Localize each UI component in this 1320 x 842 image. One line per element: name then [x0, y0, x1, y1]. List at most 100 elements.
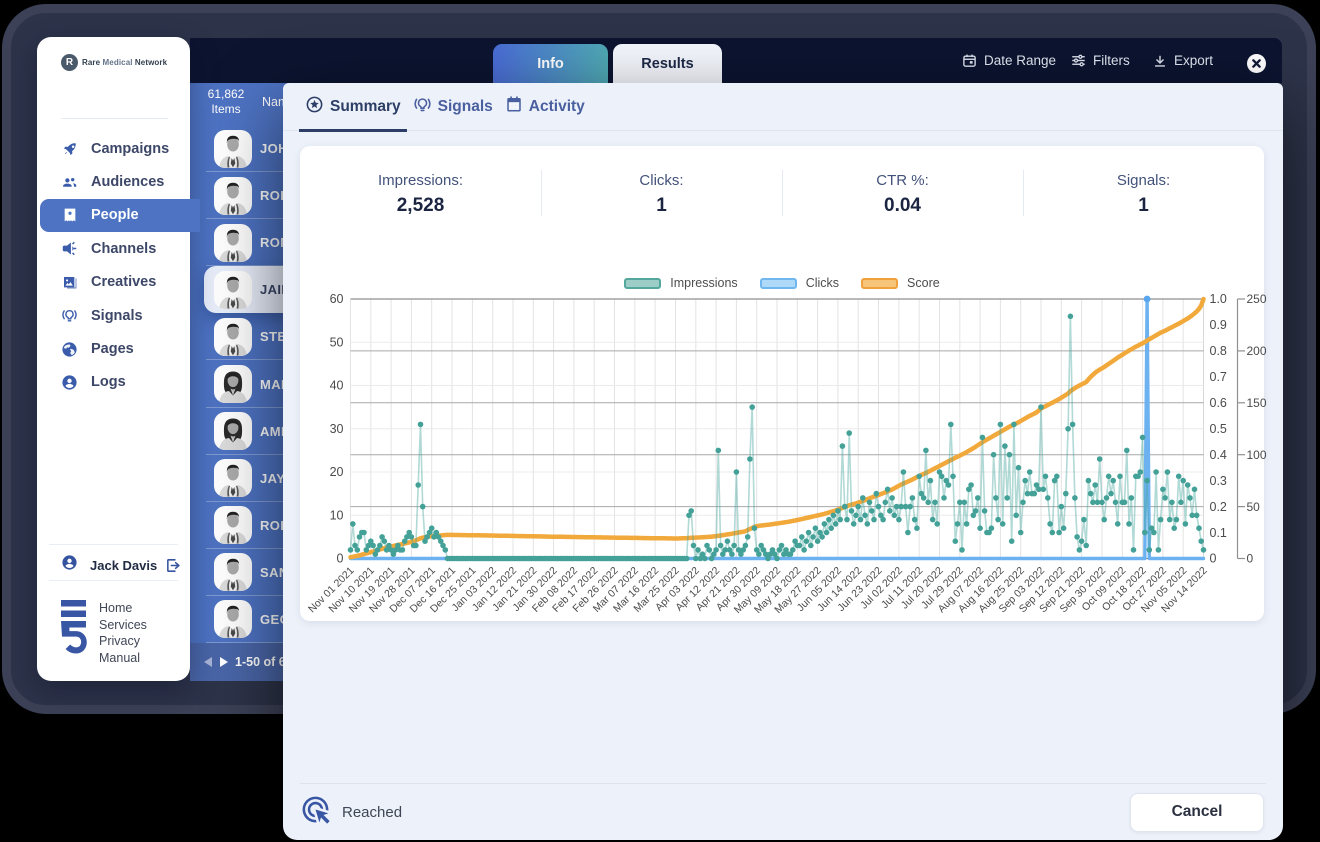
- divider: [206, 171, 300, 173]
- svg-text:0.3: 0.3: [1210, 474, 1227, 488]
- sidebar-item-signals[interactable]: Signals: [37, 299, 190, 332]
- divider: [206, 406, 300, 408]
- svg-text:0.6: 0.6: [1210, 396, 1227, 410]
- brand-name: Rare Medical Network: [82, 58, 168, 67]
- filters-button[interactable]: Filters: [1071, 38, 1130, 83]
- sidebar: R Rare Medical Network Campaigns Audience…: [37, 37, 200, 681]
- sidebar-item-people[interactable]: People: [40, 198, 200, 233]
- avatar: [214, 506, 252, 545]
- chart-legend: Impressions Clicks Score: [300, 276, 1264, 290]
- svg-text:0.9: 0.9: [1210, 318, 1227, 332]
- divider: [300, 783, 1266, 784]
- avatar: [214, 553, 252, 592]
- svg-text:200: 200: [1247, 344, 1267, 358]
- svg-text:40: 40: [330, 379, 344, 393]
- svg-text:0.8: 0.8: [1210, 344, 1227, 358]
- logout-button[interactable]: [165, 557, 182, 574]
- tab-info[interactable]: Info: [493, 44, 608, 83]
- stat-signals: Signals: 1: [1023, 170, 1264, 217]
- divider: [49, 580, 178, 581]
- svg-text:0: 0: [1247, 552, 1254, 566]
- divider: [206, 359, 300, 361]
- brand: R Rare Medical Network: [61, 54, 167, 71]
- sliders-icon: [1071, 53, 1086, 68]
- reached-label: Reached: [342, 803, 403, 821]
- sidebar-item-audiences[interactable]: Audiences: [37, 165, 190, 198]
- bulb-icon: [61, 306, 78, 325]
- contact-card-icon: [61, 207, 78, 223]
- star-circle-icon: [305, 95, 324, 119]
- sidebar-item-creatives[interactable]: Creatives: [37, 266, 190, 299]
- five-logo-icon: [61, 600, 87, 666]
- legend-swatch: [624, 277, 662, 289]
- svg-text:30: 30: [330, 422, 344, 436]
- svg-text:10: 10: [330, 509, 344, 523]
- sidebar-item-pages[interactable]: Pages: [37, 332, 190, 365]
- sidebar-item-channels[interactable]: Channels: [37, 232, 190, 265]
- stat-clicks: Clicks: 1: [541, 170, 782, 217]
- download-icon: [1153, 54, 1167, 68]
- next-page-arrow[interactable]: [220, 657, 228, 667]
- stats-row: Impressions: 2,528 Clicks: 1 CTR %: 0.04 Signa…: [300, 170, 1264, 217]
- list-item[interactable]: JOHN: [190, 125, 300, 173]
- tab-summary[interactable]: Summary: [299, 83, 407, 132]
- svg-text:250: 250: [1247, 292, 1267, 306]
- avatar: [214, 459, 252, 498]
- modal-tabs: Summary Signals Activity: [283, 83, 1283, 132]
- account-icon: [61, 554, 78, 576]
- sidebar-item-campaigns[interactable]: Campaigns: [37, 132, 190, 165]
- close-icon: [1252, 55, 1261, 73]
- summary-card: Impressions: 2,528 Clicks: 1 CTR %: 0.04 Signa…: [300, 146, 1267, 621]
- reached-status: Reached: [300, 794, 1130, 830]
- footer-link-home[interactable]: Home: [99, 601, 133, 615]
- svg-text:0: 0: [1210, 552, 1217, 566]
- user-row: Jack Davis: [61, 550, 180, 580]
- footer-link-services[interactable]: Services: [99, 617, 147, 632]
- divider: [61, 118, 168, 119]
- avatar: [214, 129, 252, 168]
- svg-text:1.0: 1.0: [1210, 292, 1227, 306]
- tab-results[interactable]: Results: [613, 44, 722, 83]
- items-count: 61,862 Items: [207, 87, 245, 116]
- footer-link-privacy[interactable]: Privacy: [99, 634, 140, 648]
- tab-signals[interactable]: Signals: [407, 83, 499, 131]
- group-icon: [61, 174, 78, 191]
- avatar: [214, 317, 252, 356]
- footer-block: Home Services Privacy Manual: [61, 600, 147, 666]
- globe-icon: [61, 341, 78, 358]
- divider: [206, 218, 300, 220]
- divider: [49, 544, 178, 545]
- avatar: [214, 176, 252, 215]
- svg-text:0.4: 0.4: [1210, 448, 1227, 462]
- calendar-grid-icon: [505, 95, 523, 118]
- divider: [206, 453, 300, 455]
- megaphone-icon: [61, 240, 78, 257]
- modal-header-bar: Info Results Date Range Filters Export: [190, 38, 1282, 83]
- rocket-icon: [61, 141, 78, 157]
- cancel-button[interactable]: Cancel: [1130, 792, 1264, 832]
- avatar: [214, 412, 252, 451]
- svg-text:0.1: 0.1: [1210, 526, 1227, 540]
- brand-logo-icon: R: [61, 54, 78, 71]
- divider: [206, 265, 300, 267]
- user-name: Jack Davis: [90, 557, 158, 573]
- list-item[interactable]: ROBE: [190, 502, 300, 549]
- sidebar-item-logs[interactable]: Logs: [37, 366, 190, 399]
- date-range-button[interactable]: Date Range: [962, 38, 1056, 83]
- avatar: [214, 223, 252, 262]
- legend-item-clicks: Clicks: [759, 276, 839, 290]
- legend-swatch: [861, 277, 899, 289]
- results-modal: Summary Signals Activity Impressions: 2,528…: [283, 83, 1283, 840]
- svg-text:60: 60: [330, 292, 344, 306]
- prev-page-arrow[interactable]: [204, 657, 212, 667]
- tab-activity[interactable]: Activity: [499, 83, 591, 131]
- chart-canvas: 0 10 20 30 40 50 60 0 0.1 0.2 0.3 0.4 0.5 0.6 0.7 0.8 0.…: [306, 292, 1267, 616]
- svg-text:0: 0: [337, 552, 344, 566]
- footer-link-manual[interactable]: Manual: [99, 650, 140, 665]
- export-button[interactable]: Export: [1153, 38, 1213, 83]
- account-icon: [61, 374, 78, 391]
- divider: [206, 547, 300, 549]
- svg-text:0.5: 0.5: [1210, 422, 1227, 436]
- svg-text:100: 100: [1247, 448, 1267, 462]
- close-button[interactable]: [1247, 54, 1266, 73]
